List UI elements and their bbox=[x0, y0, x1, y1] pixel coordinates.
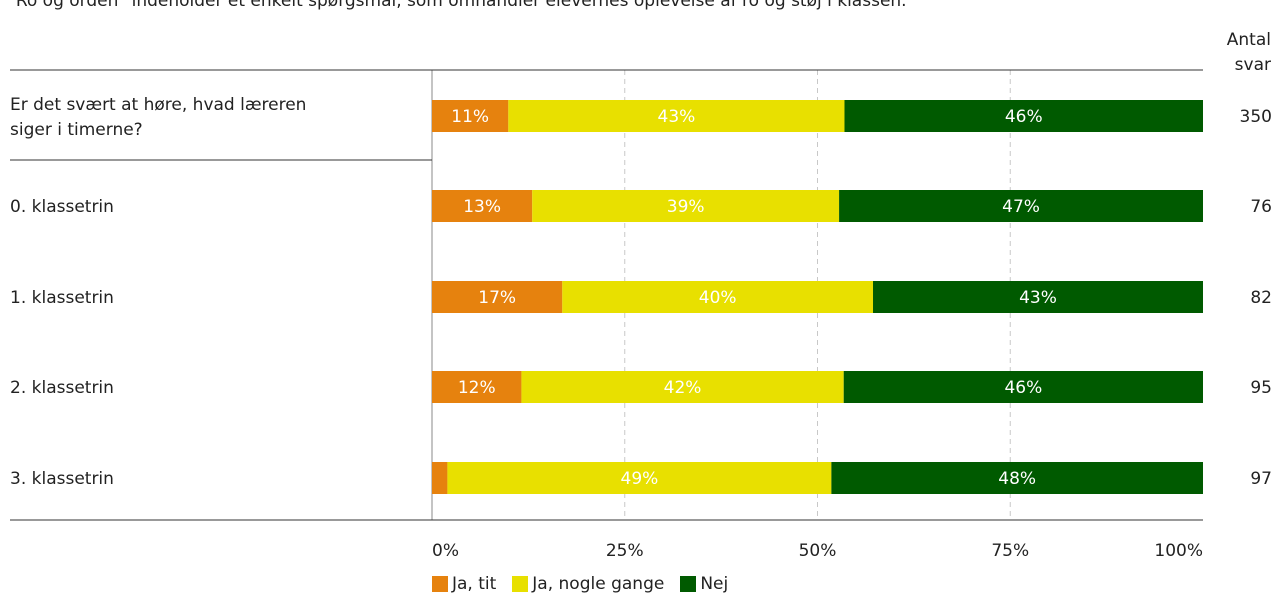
bar-label-ja-tit-row-3: 12% bbox=[458, 378, 496, 398]
bars: 11% 43% 46% 13% 39% 47% 17% 40% 43% 12% 42% 46% 49% 4… bbox=[432, 100, 1203, 494]
count-row-1: 76 bbox=[1250, 197, 1272, 217]
bar-label-nej-row-0: 46% bbox=[1005, 107, 1043, 127]
bar-label-nej-row-1: 47% bbox=[1002, 197, 1040, 217]
bar-ja-nogle-gange-row-0 bbox=[508, 100, 845, 132]
row-labels: Er det svært at høre, hvad læreren siger … bbox=[10, 95, 306, 489]
bar-label-ja-nogle-gange-row-4: 49% bbox=[621, 469, 659, 489]
x-tick-label-100: 100% bbox=[1154, 541, 1203, 561]
bar-label-nej-row-3: 46% bbox=[1004, 378, 1042, 398]
bar-label-nej-row-2: 43% bbox=[1019, 288, 1057, 308]
x-tick-label-25: 25% bbox=[606, 541, 644, 561]
bar-label-ja-nogle-gange-row-2: 40% bbox=[699, 288, 737, 308]
count-column-header: Antal svar bbox=[1191, 28, 1271, 78]
bar-ja-nogle-gange-row-3 bbox=[521, 371, 844, 403]
bar-ja-nogle-gange-row-1 bbox=[532, 190, 840, 222]
x-tick-label-75: 75% bbox=[991, 541, 1029, 561]
legend-label-nej: Nej bbox=[700, 574, 729, 594]
row-label-1: 0. klassetrin bbox=[10, 197, 114, 217]
count-row-3: 95 bbox=[1250, 378, 1272, 398]
bar-nej-row-3 bbox=[843, 371, 1203, 403]
intro-text: "Ro og orden" indeholder et enkelt spørg… bbox=[8, 0, 907, 11]
legend-swatch-ja-nogle-gange bbox=[512, 576, 529, 592]
x-tick-labels: 0% 25% 50% 75% 100% bbox=[432, 541, 1203, 561]
row-label-0-line-1: siger i timerne? bbox=[10, 120, 143, 140]
legend-label-ja-nogle-gange: Ja, nogle gange bbox=[532, 574, 665, 594]
bar-label-ja-tit-row-0: 11% bbox=[451, 107, 489, 127]
legend-label-ja-tit: Ja, tit bbox=[452, 574, 497, 594]
count-row-2: 82 bbox=[1250, 288, 1272, 308]
bar-label-ja-nogle-gange-row-0: 43% bbox=[658, 107, 696, 127]
x-tick-label-50: 50% bbox=[799, 541, 837, 561]
bar-nej-row-4 bbox=[831, 462, 1203, 494]
bar-label-ja-nogle-gange-row-3: 42% bbox=[664, 378, 702, 398]
count-labels: 350 76 82 95 97 bbox=[1240, 107, 1272, 489]
row-label-2: 1. klassetrin bbox=[10, 288, 114, 308]
bar-label-ja-tit-row-1: 13% bbox=[463, 197, 501, 217]
row-label-3: 2. klassetrin bbox=[10, 378, 114, 398]
count-header-line-2: svar bbox=[1234, 55, 1271, 75]
count-header-line-1: Antal bbox=[1226, 30, 1271, 50]
legend-item-ja-tit: Ja, tit bbox=[432, 574, 496, 594]
count-row-4: 97 bbox=[1250, 469, 1272, 489]
bar-ja-tit-row-2 bbox=[432, 281, 563, 313]
legend-item-nej: Nej bbox=[680, 574, 728, 594]
bar-ja-tit-row-4 bbox=[432, 462, 448, 494]
bar-label-nej-row-4: 48% bbox=[998, 469, 1036, 489]
row-label-4: 3. klassetrin bbox=[10, 469, 114, 489]
bar-nej-row-0 bbox=[844, 100, 1203, 132]
legend-swatch-nej bbox=[680, 576, 697, 592]
x-tick-label-0: 0% bbox=[432, 541, 459, 561]
bar-ja-tit-row-0 bbox=[432, 100, 509, 132]
legend-item-ja-nogle-gange: Ja, nogle gange bbox=[512, 574, 664, 594]
legend-swatch-ja-tit bbox=[432, 576, 448, 592]
count-row-0: 350 bbox=[1240, 107, 1272, 127]
bar-ja-nogle-gange-row-2 bbox=[562, 281, 874, 313]
bar-label-ja-tit-row-2: 17% bbox=[478, 288, 516, 308]
bar-nej-row-2 bbox=[873, 281, 1203, 313]
row-separators bbox=[10, 69, 1203, 521]
bar-label-ja-nogle-gange-row-1: 39% bbox=[667, 197, 705, 217]
bar-ja-tit-row-1 bbox=[432, 190, 533, 222]
bar-ja-nogle-gange-row-4 bbox=[447, 462, 832, 494]
row-label-0-line-0: Er det svært at høre, hvad læreren bbox=[10, 95, 306, 115]
bar-nej-row-1 bbox=[839, 190, 1203, 222]
legend: Ja, tit Ja, nogle gange Nej bbox=[432, 574, 738, 594]
bar-ja-tit-row-3 bbox=[432, 371, 522, 403]
